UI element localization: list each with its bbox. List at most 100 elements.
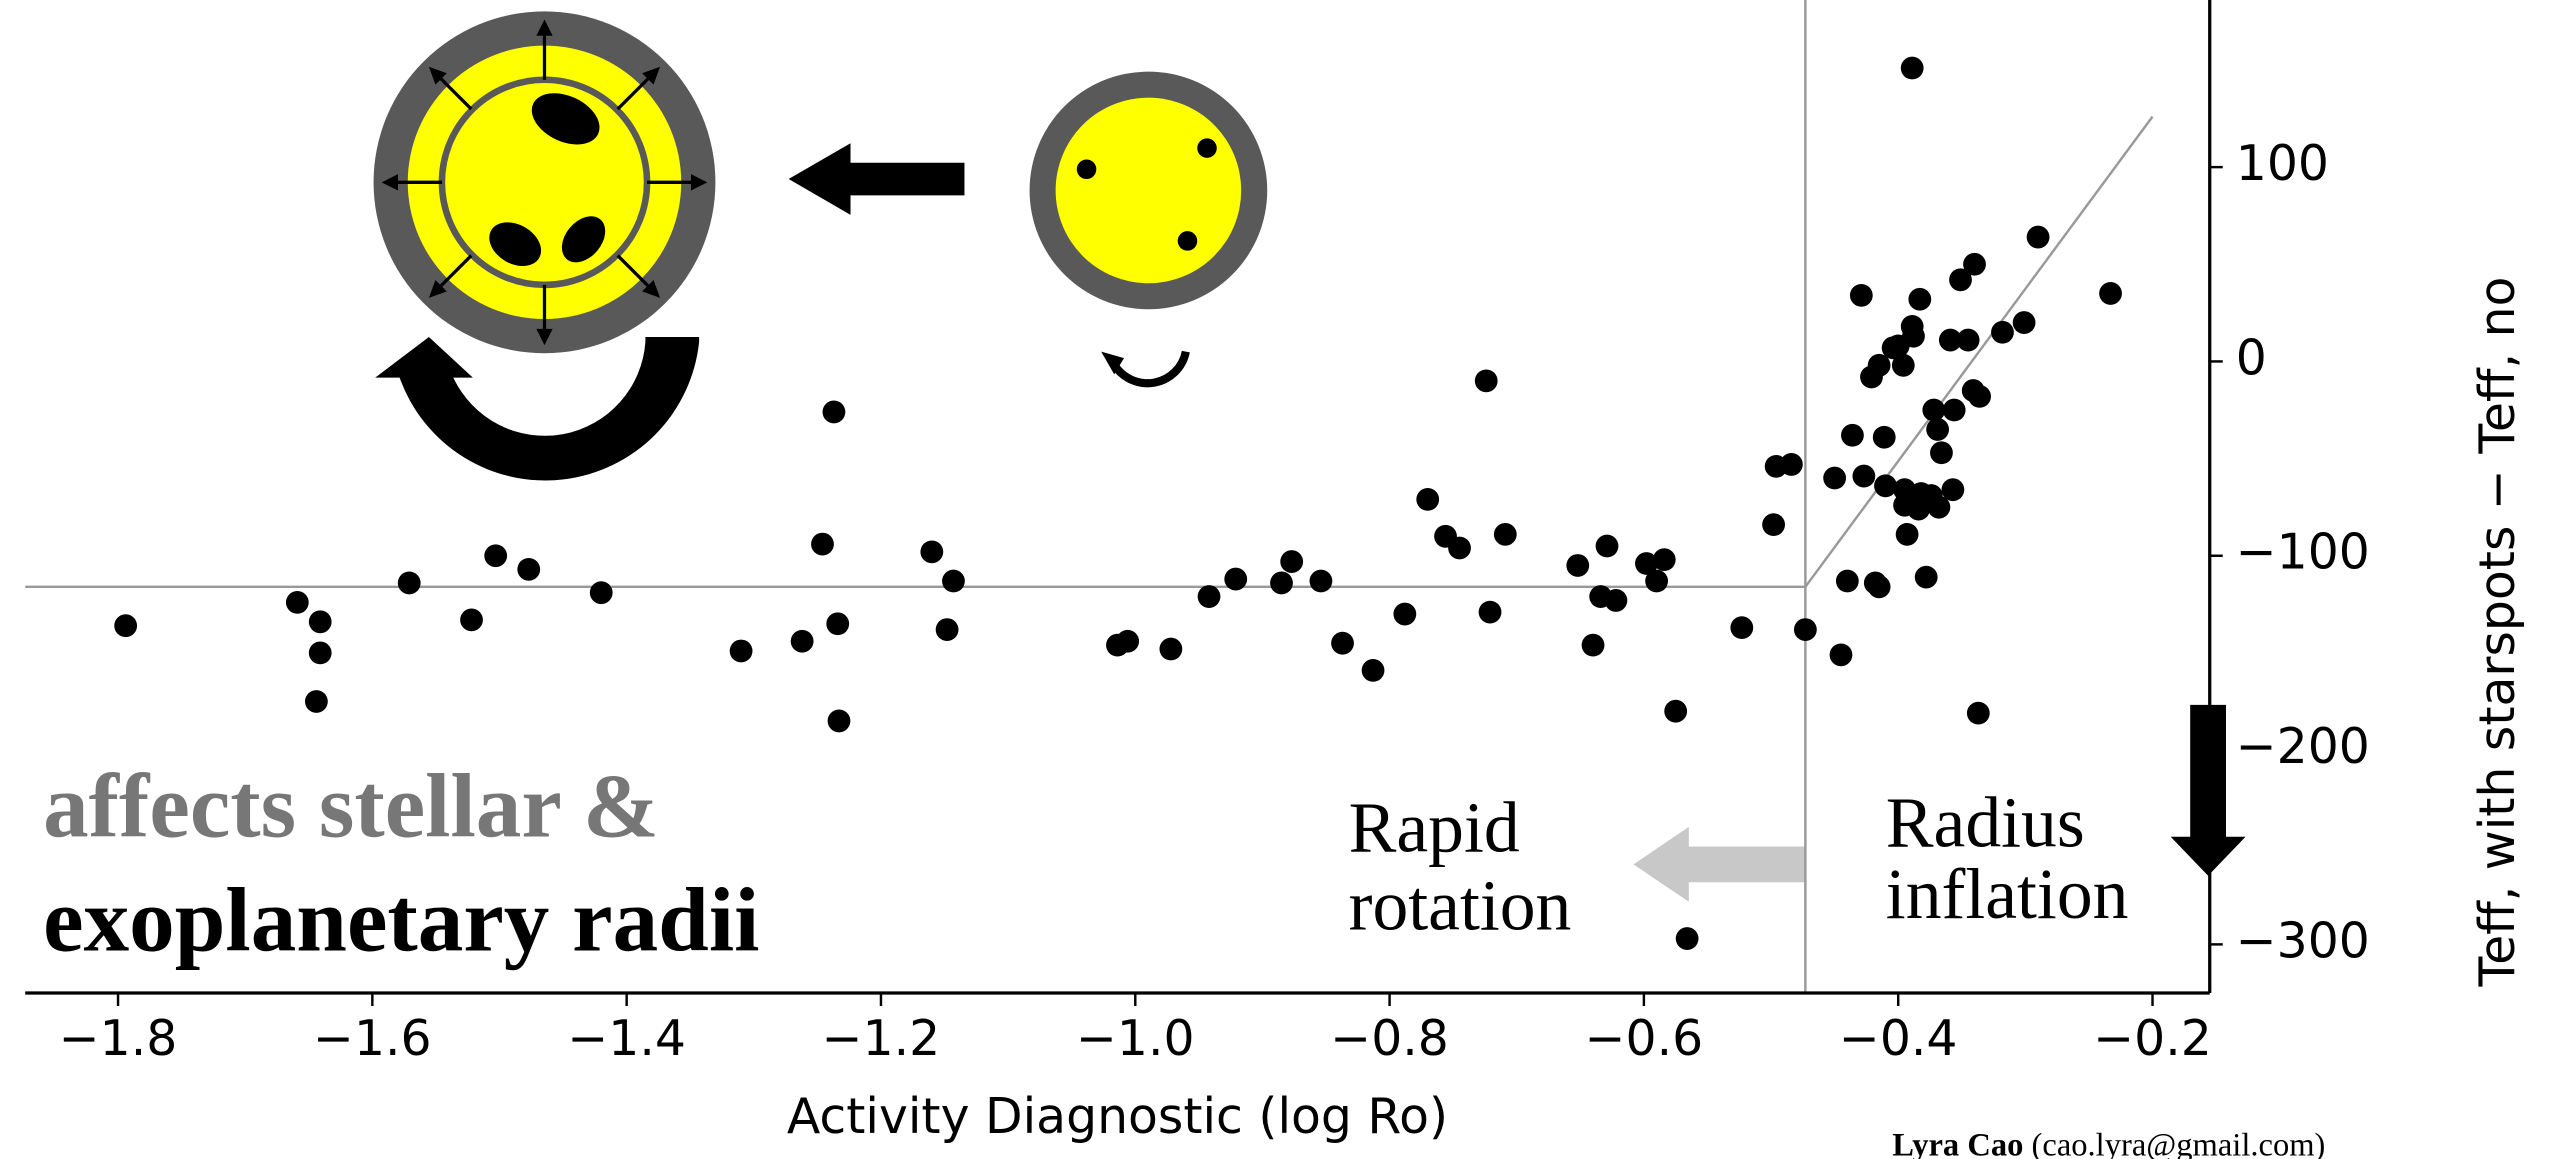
point — [1664, 700, 1687, 723]
point — [484, 544, 507, 567]
point — [1730, 616, 1753, 639]
point — [1930, 441, 1953, 464]
point — [1943, 399, 1966, 422]
email: (cao.lyra@gmail.com) — [2032, 1128, 2326, 1159]
x-tick-label: −1.6 — [313, 1010, 432, 1067]
point — [1159, 638, 1182, 661]
point — [1957, 329, 1980, 352]
point — [2027, 226, 2050, 249]
y-tick-label: −300 — [2236, 912, 2370, 969]
point — [114, 614, 137, 637]
point — [1926, 418, 1949, 441]
x-tick-label: −0.6 — [1585, 1010, 1704, 1067]
point — [730, 640, 753, 663]
point — [942, 570, 965, 593]
spot — [1077, 160, 1097, 180]
point — [1331, 632, 1354, 655]
point — [1873, 426, 1896, 449]
star-small-surface — [1056, 98, 1242, 284]
page: {"chart_data":{"type":"scatter", "x_labe… — [0, 0, 2554, 1159]
point — [286, 591, 309, 614]
point — [1270, 572, 1293, 595]
point — [1605, 589, 1628, 612]
point — [460, 608, 483, 631]
x-tick-label: −0.4 — [1839, 1010, 1958, 1067]
point — [1494, 523, 1517, 546]
point — [791, 630, 814, 653]
point — [1968, 385, 1991, 408]
annotation: Rapid — [1349, 788, 1520, 867]
point — [1868, 575, 1891, 598]
chart: affects stellar & exoplanetary radii Rap… — [0, 0, 2554, 1159]
point — [936, 618, 959, 641]
point — [1901, 57, 1924, 80]
point — [2099, 282, 2122, 305]
x-tick-label: −0.2 — [2093, 1010, 2212, 1067]
credit: Lyra Cao (cao.lyra@gmail.com) — [1892, 1128, 2325, 1159]
curved-arrow-small — [1114, 352, 1186, 384]
point — [1823, 467, 1846, 490]
point — [398, 572, 421, 595]
point — [305, 690, 328, 713]
x-tick-label: −1.4 — [567, 1010, 686, 1067]
point — [2013, 311, 2036, 334]
point — [590, 581, 613, 604]
annotation: rotation — [1349, 866, 1572, 945]
point — [1198, 585, 1221, 608]
x-axis-label: Activity Diagnostic (log Ro) — [787, 1088, 1448, 1145]
point — [811, 533, 834, 556]
annotation: inflation — [1886, 855, 2129, 934]
point — [1902, 325, 1925, 348]
point — [1941, 478, 1964, 501]
point — [1991, 321, 2014, 344]
point — [1830, 643, 1853, 666]
y-axis-label: Teff, with starspots − Teff, no — [2469, 277, 2526, 988]
headline-line: exoplanetary radii — [43, 870, 759, 971]
spot — [1197, 138, 1217, 158]
point — [1963, 253, 1986, 276]
point — [1780, 453, 1803, 476]
point — [517, 558, 540, 581]
headline: affects stellar & exoplanetary radii — [43, 756, 759, 971]
point — [1280, 550, 1303, 573]
x-tick-label: −1.0 — [1076, 1010, 1195, 1067]
y-tick-label: 100 — [2236, 135, 2329, 192]
point — [1116, 630, 1139, 653]
point — [1479, 601, 1502, 624]
point — [920, 540, 943, 563]
arrow-left — [789, 143, 965, 215]
point — [1762, 513, 1785, 536]
x-tick-label: −1.2 — [822, 1010, 941, 1067]
point — [826, 612, 849, 635]
x-tick-label: −1.8 — [59, 1010, 178, 1067]
point — [1475, 369, 1498, 392]
point — [1393, 603, 1416, 626]
point — [1653, 548, 1676, 571]
point — [1224, 568, 1247, 591]
point — [1836, 570, 1859, 593]
point — [1566, 554, 1589, 577]
point — [309, 610, 332, 633]
point — [1892, 354, 1915, 377]
author: Lyra Cao — [1892, 1128, 2023, 1159]
arrow-rapid-rotation — [1633, 827, 1806, 902]
point — [1582, 634, 1605, 657]
spot — [1178, 231, 1198, 251]
headline-line: affects stellar & — [43, 756, 659, 857]
point — [1794, 618, 1817, 641]
point — [1841, 424, 1864, 447]
point — [1850, 284, 1873, 307]
point — [1362, 659, 1385, 682]
curved-arrow-large — [375, 337, 699, 481]
point — [1922, 399, 1945, 422]
point — [1915, 566, 1938, 589]
point — [309, 642, 332, 665]
y-tick-label: 0 — [2236, 329, 2267, 386]
point — [1852, 465, 1875, 488]
point — [1310, 570, 1333, 593]
point — [1416, 488, 1439, 511]
point — [1967, 702, 1990, 725]
point — [823, 401, 846, 424]
point — [1596, 535, 1619, 558]
point — [1874, 474, 1897, 497]
